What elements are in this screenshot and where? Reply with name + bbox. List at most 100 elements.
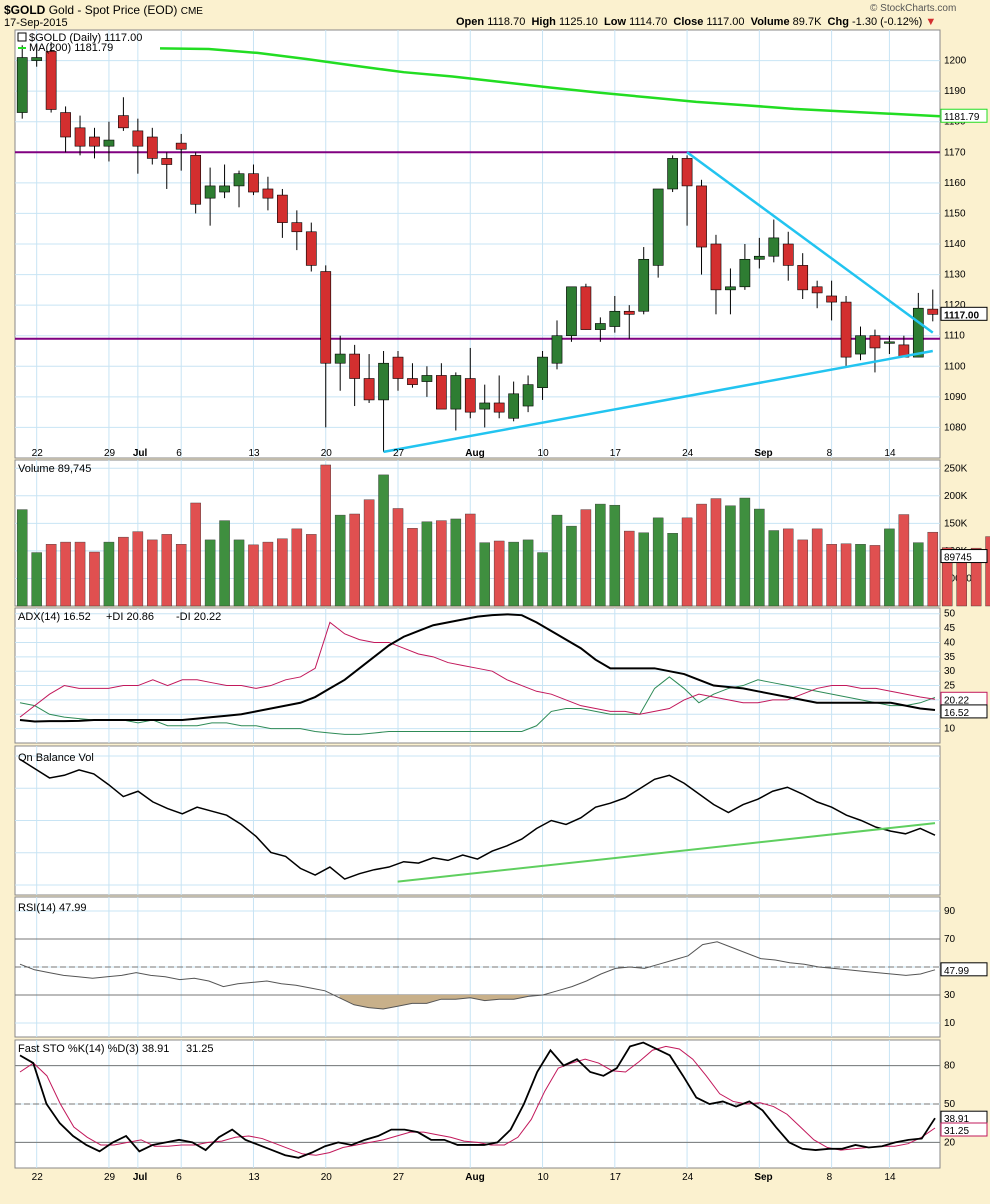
candle-body — [190, 155, 202, 205]
volume-bar — [277, 538, 288, 607]
plus-di-legend: +DI 20.86 — [106, 611, 154, 623]
x-axis-tick-bottom: 27 — [393, 1172, 405, 1183]
candle-body — [609, 310, 621, 327]
candle-body — [696, 185, 707, 248]
candle-body — [739, 258, 751, 288]
ohlc-readout: Open 1118.70 High 1125.10 Low 1114.70 Cl… — [456, 16, 936, 28]
candle-body — [826, 295, 837, 303]
candle-body — [710, 243, 722, 291]
x-axis-tick: 20 — [321, 448, 333, 459]
price-axis-tick: 1200 — [944, 56, 967, 67]
volume-value: 89.7K — [792, 16, 822, 28]
volume-bar — [204, 539, 216, 607]
volume-bar — [623, 530, 635, 607]
x-axis-tick-bottom: 17 — [610, 1172, 622, 1183]
price-axis-tick: 1190 — [944, 86, 966, 97]
volume-bar — [566, 525, 577, 607]
volume-bar — [161, 534, 173, 607]
candle-body — [927, 308, 939, 315]
sto-axis-tick: 80 — [944, 1061, 956, 1072]
adx-tag: 16.52 — [944, 708, 969, 719]
obv-trendline — [397, 822, 936, 883]
volume-bar — [465, 513, 476, 607]
ma-value-tag-box — [940, 108, 988, 123]
volume-bar — [479, 542, 490, 607]
x-axis-tick: 29 — [104, 448, 116, 459]
volume-bar — [913, 542, 924, 607]
price-legend: $GOLD (Daily) 1117.00 — [29, 32, 142, 44]
candle-body — [31, 57, 43, 61]
x-axis-tick-bottom: 10 — [538, 1172, 550, 1183]
high-value: 1125.10 — [558, 16, 598, 28]
x-axis-tick: Aug — [465, 448, 484, 459]
candle-body — [594, 323, 606, 330]
symbol: $GOLD — [4, 3, 46, 17]
close-label: Close — [673, 16, 704, 28]
candle-body — [320, 271, 332, 364]
volume-bar — [652, 517, 664, 607]
volume-bar — [551, 514, 563, 607]
minus-di-legend: -DI 20.22 — [176, 611, 221, 623]
sto-axis-tick: 20 — [944, 1137, 956, 1148]
adx-tag-box — [940, 704, 988, 719]
candle-body — [912, 307, 924, 358]
candle-body — [132, 130, 144, 147]
price-axis-tick: 1170 — [944, 147, 966, 158]
rsi-line — [19, 941, 936, 1010]
adx-axis-tick: 45 — [944, 623, 956, 634]
volume-bar — [696, 503, 707, 607]
candle-body — [89, 136, 100, 147]
candle-body — [277, 194, 288, 223]
candle-body — [74, 127, 86, 147]
volume-bar — [609, 504, 621, 607]
volume-bar — [363, 499, 375, 607]
price-axis-tick: 1090 — [944, 392, 967, 403]
volume-bar — [31, 552, 42, 607]
candle-body — [248, 173, 259, 193]
candle-body — [508, 393, 519, 419]
trendline — [383, 349, 933, 454]
candle-body — [551, 335, 563, 364]
candle-body — [667, 158, 678, 190]
volume-bar — [60, 541, 71, 607]
x-axis-tick: Sep — [754, 448, 772, 459]
volume-bar — [190, 502, 201, 607]
volume-axis-tick: 250K — [944, 463, 968, 474]
volume-label: Volume — [750, 16, 790, 28]
candle-body — [219, 185, 230, 193]
x-axis-tick: Jul — [133, 448, 148, 459]
volume-bar — [147, 539, 158, 607]
volume-bar — [782, 528, 794, 607]
candle-body — [884, 341, 895, 344]
x-axis-tick-bottom: 29 — [104, 1172, 116, 1183]
price-axis-tick: 1150 — [944, 208, 966, 219]
volume-bar — [754, 508, 765, 607]
volume-bar — [638, 532, 649, 607]
sto-d-tag-box — [940, 1122, 988, 1137]
candle-body — [175, 142, 187, 150]
instrument-name: Gold - Spot Price (EOD) — [48, 3, 178, 17]
x-axis-tick-bottom: 14 — [884, 1172, 896, 1183]
chart-date: 17-Sep-2015 — [4, 17, 68, 29]
x-axis-tick-bottom: 24 — [682, 1172, 694, 1183]
ma200-line — [159, 47, 941, 118]
candle-body — [522, 384, 534, 407]
candle-body — [753, 255, 765, 260]
candle-body — [464, 378, 476, 413]
adx-legend: ADX(14) 16.52 — [18, 611, 91, 623]
price-axis-tick: 1160 — [944, 178, 966, 189]
volume-legend: Volume 89,745 — [18, 463, 91, 475]
volume-tag-box — [940, 549, 988, 564]
candle-body — [421, 375, 433, 382]
adx-line — [19, 613, 936, 723]
volume-bar — [436, 520, 447, 607]
volume-bar — [508, 541, 519, 607]
price-axis-tick: 1110 — [944, 331, 965, 342]
adx-axis-tick: 30 — [944, 666, 956, 677]
x-axis-tick: 24 — [682, 448, 694, 459]
adx-axis-tick: 50 — [944, 609, 956, 620]
volume-bar — [811, 528, 823, 607]
candle-body — [450, 375, 462, 410]
x-axis-tick: 27 — [393, 448, 405, 459]
volume-bar — [175, 544, 187, 607]
